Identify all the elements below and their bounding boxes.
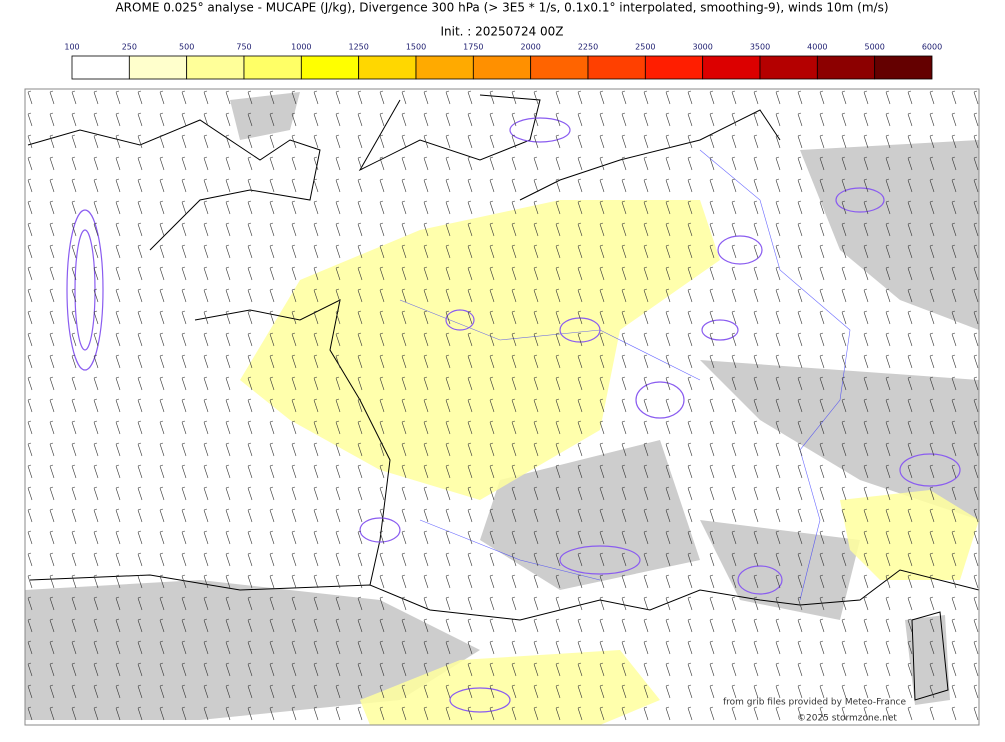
- colorbar-box: [243, 55, 302, 80]
- colorbar-label: 500: [179, 43, 194, 52]
- colorbar-box: [186, 55, 245, 80]
- title: AROME 0.025° analyse - MUCAPE (J/kg), Di…: [115, 1, 888, 15]
- copyright: ©2025 stormzone.net: [797, 714, 897, 724]
- colorbar-box: [644, 55, 704, 80]
- map-frame: [24, 88, 980, 726]
- colorbar-box: [874, 55, 933, 80]
- colorbar-box: [587, 55, 646, 80]
- colorbar-label: 2000: [520, 43, 540, 52]
- colorbar-label: 1750: [463, 43, 483, 52]
- wind-barbs: [25, 89, 979, 725]
- colorbar-label: 6000: [922, 43, 942, 52]
- colorbar-label: 1250: [348, 43, 368, 52]
- colorbar-label: 2500: [635, 43, 655, 52]
- colorbar-label: 250: [122, 43, 137, 52]
- colorbar-box: [472, 55, 532, 80]
- colorbar-label: 1000: [291, 43, 311, 52]
- source-credit: from grib files provided by Meteo-France: [723, 698, 906, 708]
- colorbar: 100 250 500 750 1000 1250 1500 1750 2000 2250 2500…: [64, 43, 942, 80]
- colorbar-label: 5000: [864, 43, 884, 52]
- colorbar-box: [128, 55, 188, 80]
- colorbar-label: 100: [64, 43, 79, 52]
- colorbar-box: [71, 55, 130, 80]
- map: [25, 89, 979, 725]
- colorbar-label: 4000: [807, 43, 827, 52]
- colorbar-box: [816, 55, 876, 80]
- colorbar-box: [358, 55, 417, 80]
- colorbar-box: [300, 55, 360, 80]
- colorbar-label: 3500: [750, 43, 770, 52]
- colorbar-label: 2250: [578, 43, 598, 52]
- init-time: Init. : 20250724 00Z: [440, 25, 563, 39]
- colorbar-box: [530, 55, 589, 80]
- colorbar-box: [702, 55, 761, 80]
- colorbar-label: 1500: [406, 43, 426, 52]
- colorbar-box: [759, 55, 818, 80]
- colorbar-label: 750: [236, 43, 251, 52]
- colorbar-box: [415, 55, 474, 80]
- colorbar-label: 3000: [692, 43, 712, 52]
